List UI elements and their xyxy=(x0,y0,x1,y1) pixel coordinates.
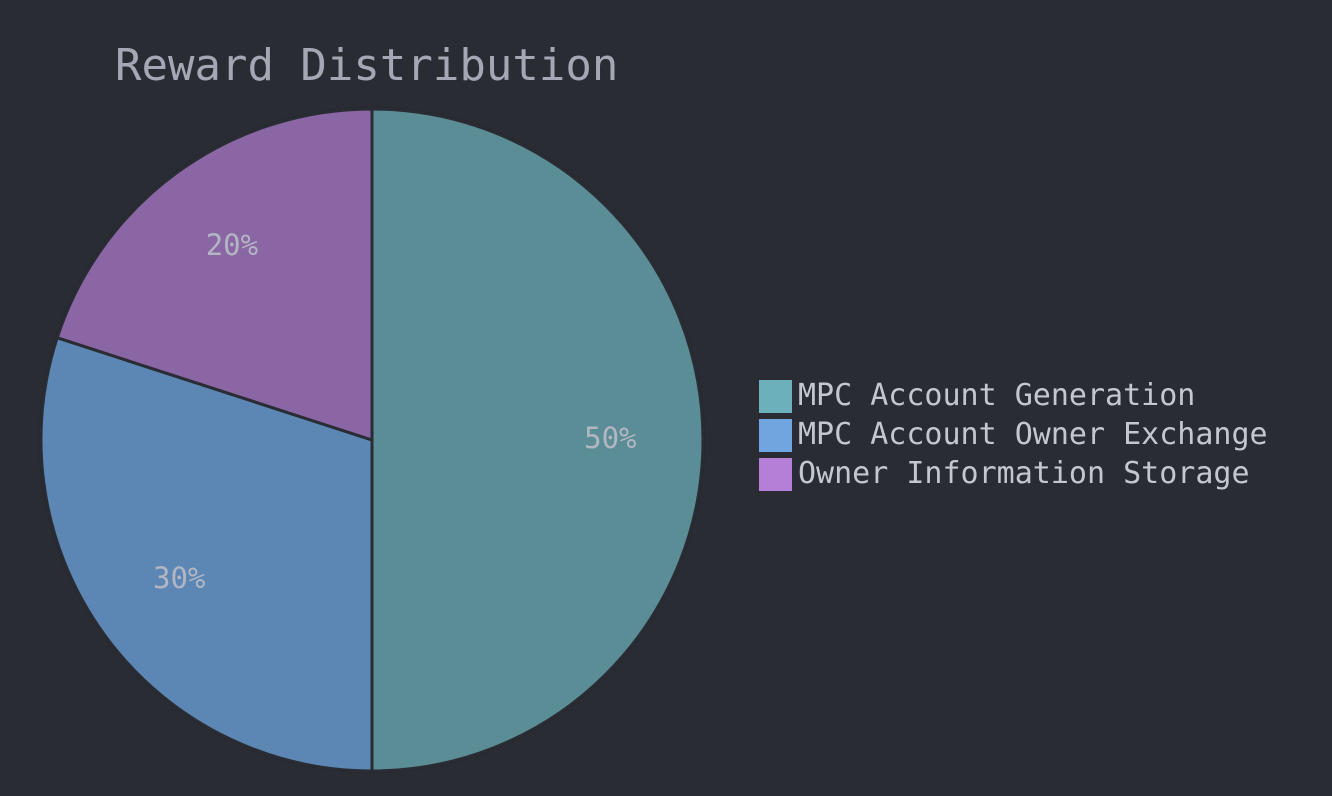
legend-swatch xyxy=(759,380,792,413)
pie-labels: 50% 30% 20% xyxy=(153,228,637,595)
legend: MPC Account Generation MPC Account Owner … xyxy=(759,378,1268,491)
legend-label: MPC Account Generation xyxy=(798,378,1195,413)
legend-label: Owner Information Storage xyxy=(798,456,1250,491)
pie-slice-0 xyxy=(370,107,705,773)
legend-swatch xyxy=(759,458,792,491)
legend-label: MPC Account Owner Exchange xyxy=(798,417,1268,452)
slice-percent-label: 50% xyxy=(584,421,636,455)
pie-slice-1 xyxy=(39,336,374,773)
slice-percent-label: 30% xyxy=(153,561,205,595)
slice-percent-label: 20% xyxy=(206,228,258,262)
chart-title: Reward Distribution xyxy=(115,40,618,91)
pie-slices xyxy=(39,107,705,773)
legend-swatch xyxy=(759,419,792,452)
pie-slice-2 xyxy=(55,107,374,442)
